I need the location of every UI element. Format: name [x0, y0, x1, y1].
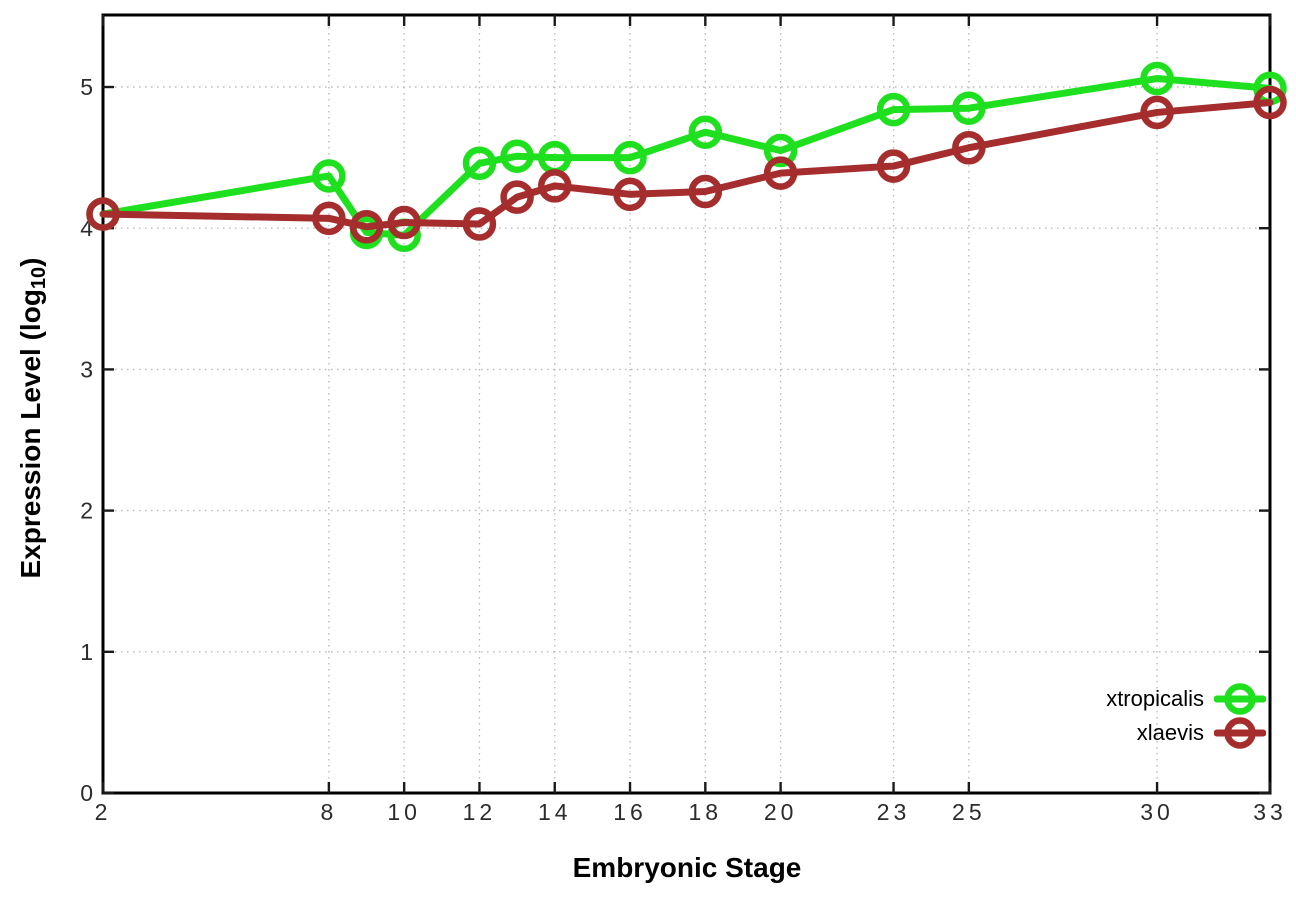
data-point-xtropicalis	[952, 91, 986, 125]
y-tick-label: 2	[80, 498, 93, 524]
data-point-xtropicalis	[763, 133, 798, 168]
x-tick-label: 14	[538, 799, 572, 825]
y-tick-label: 3	[80, 356, 93, 382]
legend-sample-marker	[1224, 683, 1256, 715]
data-point-xtropicalis	[613, 140, 647, 175]
data-point-xlaevis	[86, 197, 120, 231]
data-point-xtropicalis	[1140, 61, 1174, 96]
data-point-xlaevis	[1140, 95, 1174, 130]
x-tick-label: 25	[952, 799, 986, 825]
series-line-xtropicalis	[99, 75, 1274, 239]
x-tick-label: 23	[877, 799, 911, 825]
x-tick-label: 30	[1140, 799, 1174, 825]
legend-entry-xlaevis: xlaevis	[1137, 716, 1266, 750]
x-tick-label: 12	[463, 799, 497, 825]
legend-marker-xtropicalis-icon	[1214, 683, 1266, 715]
y-axis-title: Expression Level (log10)	[15, 258, 51, 579]
x-tick-label: 10	[387, 799, 421, 825]
legend-label-xtropicalis: xtropicalis	[1106, 686, 1204, 711]
data-point-xtropicalis	[312, 159, 346, 193]
data-point-xtropicalis	[876, 92, 911, 127]
y-axis-title-close: )	[14, 257, 46, 267]
y-tick-label: 5	[80, 74, 93, 100]
y-tick-label: 0	[80, 780, 93, 806]
legend: xtropicalis xlaevis	[1106, 682, 1266, 750]
data-point-xlaevis	[763, 156, 798, 190]
data-point-xlaevis	[349, 210, 384, 244]
x-tick-label: 2	[95, 799, 112, 825]
data-point-xlaevis	[312, 201, 346, 236]
y-axis-title-text: Expression Level (log	[14, 289, 46, 579]
data-point-xlaevis	[876, 149, 911, 183]
data-point-xlaevis	[688, 174, 723, 209]
plot-border	[101, 13, 1272, 795]
y-tick-label: 1	[80, 639, 93, 665]
data-point-xlaevis	[613, 177, 647, 212]
data-point-xlaevis	[500, 180, 534, 214]
x-tick-label: 20	[764, 799, 798, 825]
data-point-xlaevis	[387, 205, 421, 240]
x-tick-label: 18	[689, 799, 723, 825]
data-point-xlaevis	[1253, 85, 1287, 120]
legend-entry-xtropicalis: xtropicalis	[1106, 682, 1266, 716]
legend-label-xlaevis: xlaevis	[1136, 720, 1204, 745]
data-point-xlaevis	[537, 169, 572, 203]
x-tick-label: 16	[613, 799, 647, 825]
data-point-xlaevis	[952, 130, 986, 165]
data-point-xtropicalis	[462, 146, 497, 181]
data-point-xtropicalis	[688, 115, 723, 149]
x-tick-label: 8	[320, 799, 337, 825]
legend-marker-xlaevis-icon	[1214, 717, 1266, 749]
legend-sample-marker	[1224, 717, 1256, 749]
data-point-xlaevis	[462, 207, 497, 241]
x-tick-label: 33	[1253, 799, 1287, 825]
y-axis-title-subscript: 10	[28, 266, 51, 290]
x-axis-title: Embryonic Stage	[572, 852, 802, 883]
data-point-xtropicalis	[500, 139, 534, 173]
series-line-xlaevis	[99, 99, 1274, 231]
